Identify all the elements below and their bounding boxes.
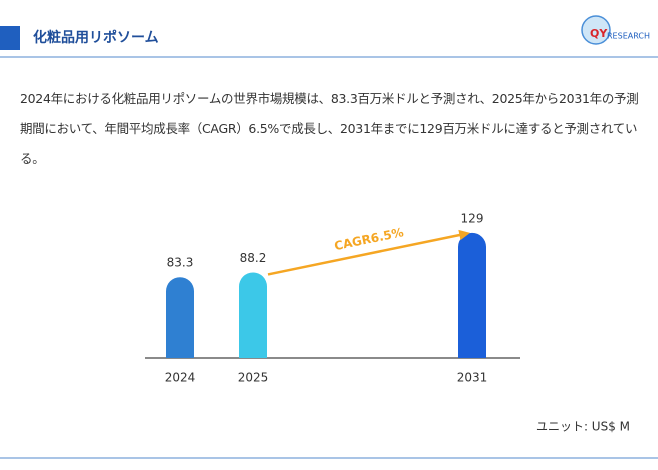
cagr-arrowhead	[458, 229, 470, 241]
value-label: 83.3	[167, 256, 194, 270]
bar	[166, 277, 194, 358]
logo-mark: QY	[590, 27, 608, 40]
header-title: 化粧品用リポソーム	[33, 29, 159, 46]
logo-text: RESEARCH	[607, 32, 650, 41]
cagr-arrow	[267, 233, 463, 276]
x-tick-label: 2024	[165, 371, 196, 385]
description: 2024年における化粧品用リポソームの世界市場規模は、83.3百万米ドルと予測さ…	[20, 91, 639, 166]
header-tab	[0, 26, 20, 50]
bar	[458, 232, 486, 358]
x-tick-label: 2031	[457, 371, 488, 385]
logo-globe	[581, 15, 611, 45]
value-label: 88.2	[240, 251, 267, 265]
bar	[239, 272, 267, 358]
value-label: 129	[461, 211, 484, 225]
unit-label: ユニット: US$ M	[536, 420, 630, 434]
x-tick-label: 2025	[238, 371, 269, 385]
